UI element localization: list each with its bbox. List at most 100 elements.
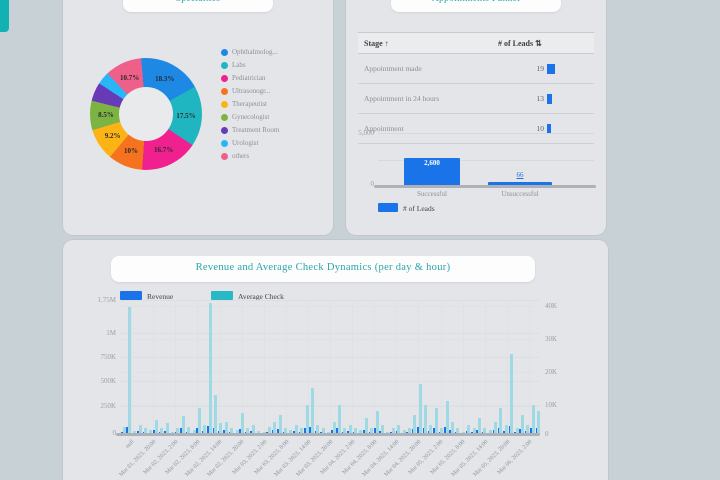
avg-check-bar[interactable] — [187, 426, 191, 435]
avg-check-bar[interactable] — [305, 404, 309, 435]
avg-check-bar[interactable] — [122, 426, 126, 435]
revenue-bar[interactable] — [153, 430, 156, 435]
avg-check-bar[interactable] — [316, 424, 320, 435]
revenue-bar[interactable] — [250, 430, 253, 435]
revenue-bar[interactable] — [427, 430, 430, 435]
revenue-bar[interactable] — [277, 428, 280, 435]
avg-check-bar[interactable] — [520, 414, 524, 435]
avg-check-bar[interactable] — [251, 424, 255, 435]
avg-check-bar[interactable] — [273, 421, 277, 435]
revenue-bar[interactable] — [212, 428, 215, 435]
avg-check-bar[interactable] — [144, 428, 148, 435]
avg-check-bar[interactable] — [214, 394, 218, 435]
avg-check-bar[interactable] — [321, 428, 325, 435]
avg-check-bar[interactable] — [127, 306, 131, 435]
avg-check-bar[interactable] — [224, 421, 228, 435]
avg-check-bar[interactable] — [208, 303, 212, 435]
revenue-bar[interactable] — [374, 428, 377, 435]
avg-check-bar[interactable] — [181, 416, 185, 435]
avg-check-bar[interactable] — [429, 424, 433, 435]
legend-item[interactable]: Labs — [221, 61, 331, 70]
avg-check-bar[interactable] — [531, 404, 535, 435]
revenue-bar[interactable] — [137, 430, 140, 435]
avg-check-bar[interactable] — [456, 428, 460, 435]
legend-item[interactable]: Treatment Room — [221, 126, 331, 135]
avg-check-bar[interactable] — [407, 428, 411, 435]
sort-both-icon[interactable]: ⇅ — [535, 38, 542, 48]
avg-check-bar[interactable] — [477, 418, 481, 435]
revenue-bar[interactable] — [444, 427, 447, 435]
avg-check-bar[interactable] — [278, 414, 282, 435]
avg-check-bar[interactable] — [537, 411, 541, 435]
revenue-bar[interactable] — [422, 427, 425, 435]
avg-check-bar[interactable] — [332, 421, 336, 435]
revenue-bar[interactable] — [314, 430, 317, 435]
revenue-bar[interactable] — [433, 428, 436, 435]
revenue-bar[interactable] — [239, 429, 242, 435]
revenue-bar[interactable] — [331, 430, 333, 435]
avg-check-bar[interactable] — [391, 428, 395, 435]
avg-check-bar[interactable] — [343, 428, 347, 435]
revenue-bar[interactable] — [126, 426, 129, 435]
avg-check-bar[interactable] — [257, 430, 261, 435]
table-row[interactable]: Appointment in 24 hours 13 — [358, 84, 594, 114]
avg-check-bar[interactable] — [445, 401, 449, 435]
avg-check-bar[interactable] — [219, 423, 223, 435]
avg-check-legend-label[interactable]: Average Check — [238, 292, 284, 301]
revenue-bar[interactable] — [395, 430, 398, 435]
column-header-stage[interactable]: Stage ↑ — [364, 38, 389, 48]
avg-check-bar[interactable] — [154, 419, 158, 435]
avg-check-bar[interactable] — [197, 408, 201, 435]
revenue-bar[interactable] — [336, 427, 339, 435]
avg-check-bar[interactable] — [375, 411, 379, 435]
avg-check-bar[interactable] — [359, 429, 363, 435]
revenue-bar[interactable] — [411, 428, 414, 435]
legend-item[interactable]: Ultrasonogr... — [221, 87, 331, 96]
avg-check-bar[interactable] — [133, 430, 137, 435]
avg-check-bar[interactable] — [380, 424, 384, 435]
table-row[interactable]: Appointment made 19 — [358, 54, 594, 84]
dynamics-plot[interactable] — [120, 300, 541, 435]
avg-check-bar[interactable] — [424, 404, 428, 435]
avg-check-bar[interactable] — [488, 429, 492, 435]
avg-check-bar[interactable] — [510, 354, 514, 435]
avg-check-bar[interactable] — [235, 429, 239, 435]
avg-check-bar[interactable] — [418, 384, 422, 435]
avg-check-bar[interactable] — [370, 428, 374, 435]
avg-check-bar[interactable] — [504, 424, 508, 435]
avg-check-bar[interactable] — [203, 424, 207, 435]
revenue-bar[interactable] — [347, 430, 350, 435]
avg-check-bar[interactable] — [434, 408, 438, 435]
revenue-bar[interactable] — [196, 427, 199, 435]
revenue-bar[interactable] — [497, 428, 500, 435]
avg-check-bar[interactable] — [138, 424, 142, 435]
avg-check-bar[interactable] — [483, 428, 487, 435]
avg-check-bar[interactable] — [310, 387, 314, 435]
mini-legend-swatch[interactable] — [378, 203, 398, 212]
legend-item[interactable]: Ophthalmolog... — [221, 48, 331, 57]
avg-check-bar[interactable] — [160, 428, 164, 435]
revenue-legend-swatch[interactable] — [120, 291, 142, 300]
legend-item[interactable]: Urologist — [221, 139, 331, 148]
avg-check-bar[interactable] — [467, 424, 471, 435]
revenue-bar[interactable] — [417, 426, 420, 435]
revenue-bar[interactable] — [180, 428, 183, 435]
avg-check-bar[interactable] — [472, 428, 476, 435]
mini-legend-label[interactable]: # of Leads — [403, 204, 435, 213]
avg-check-bar[interactable] — [176, 428, 180, 435]
avg-check-bar[interactable] — [364, 418, 368, 435]
avg-check-bar[interactable] — [402, 429, 406, 435]
avg-check-bar[interactable] — [300, 428, 304, 435]
avg-check-bar[interactable] — [440, 428, 444, 435]
revenue-bar[interactable] — [304, 427, 307, 435]
legend-item[interactable]: Pediatrician — [221, 74, 331, 83]
avg-check-legend-swatch[interactable] — [211, 291, 233, 300]
revenue-bar[interactable] — [449, 430, 452, 435]
revenue-bar[interactable] — [476, 429, 479, 435]
avg-check-bar[interactable] — [230, 428, 234, 435]
outcome-bar-successful[interactable]: 2,600 — [404, 158, 460, 185]
bar-value-label[interactable]: 66 — [516, 171, 524, 179]
revenue-bar[interactable] — [207, 425, 210, 435]
avg-check-bar[interactable] — [354, 428, 358, 435]
revenue-bar[interactable] — [223, 430, 226, 435]
